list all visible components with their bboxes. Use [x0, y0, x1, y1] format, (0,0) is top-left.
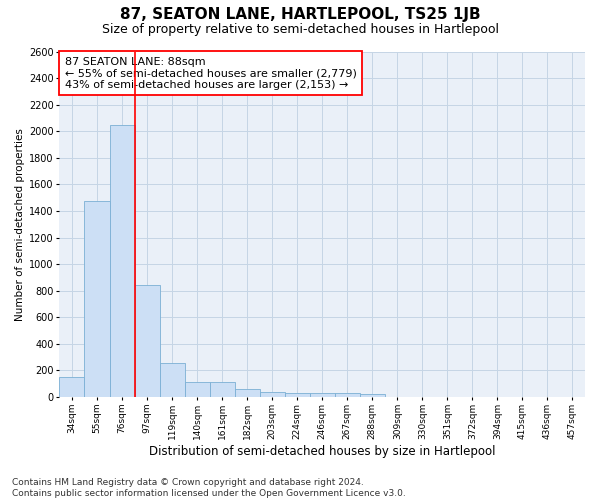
Bar: [134, 286, 160, 397]
Bar: [110, 124, 134, 397]
Text: 87, SEATON LANE, HARTLEPOOL, TS25 1JB: 87, SEATON LANE, HARTLEPOOL, TS25 1JB: [119, 8, 481, 22]
Bar: [260, 392, 284, 397]
Y-axis label: Number of semi-detached properties: Number of semi-detached properties: [15, 128, 25, 320]
Bar: [360, 394, 385, 397]
Bar: [335, 393, 360, 397]
Bar: [185, 382, 209, 397]
Text: Contains HM Land Registry data © Crown copyright and database right 2024.
Contai: Contains HM Land Registry data © Crown c…: [12, 478, 406, 498]
X-axis label: Distribution of semi-detached houses by size in Hartlepool: Distribution of semi-detached houses by …: [149, 444, 496, 458]
Bar: [209, 382, 235, 397]
Bar: [284, 393, 310, 397]
Bar: [160, 363, 185, 397]
Bar: [59, 377, 85, 397]
Text: 87 SEATON LANE: 88sqm
← 55% of semi-detached houses are smaller (2,779)
43% of s: 87 SEATON LANE: 88sqm ← 55% of semi-deta…: [65, 56, 356, 90]
Bar: [85, 201, 110, 397]
Bar: [310, 393, 335, 397]
Bar: [235, 389, 260, 397]
Text: Size of property relative to semi-detached houses in Hartlepool: Size of property relative to semi-detach…: [101, 22, 499, 36]
